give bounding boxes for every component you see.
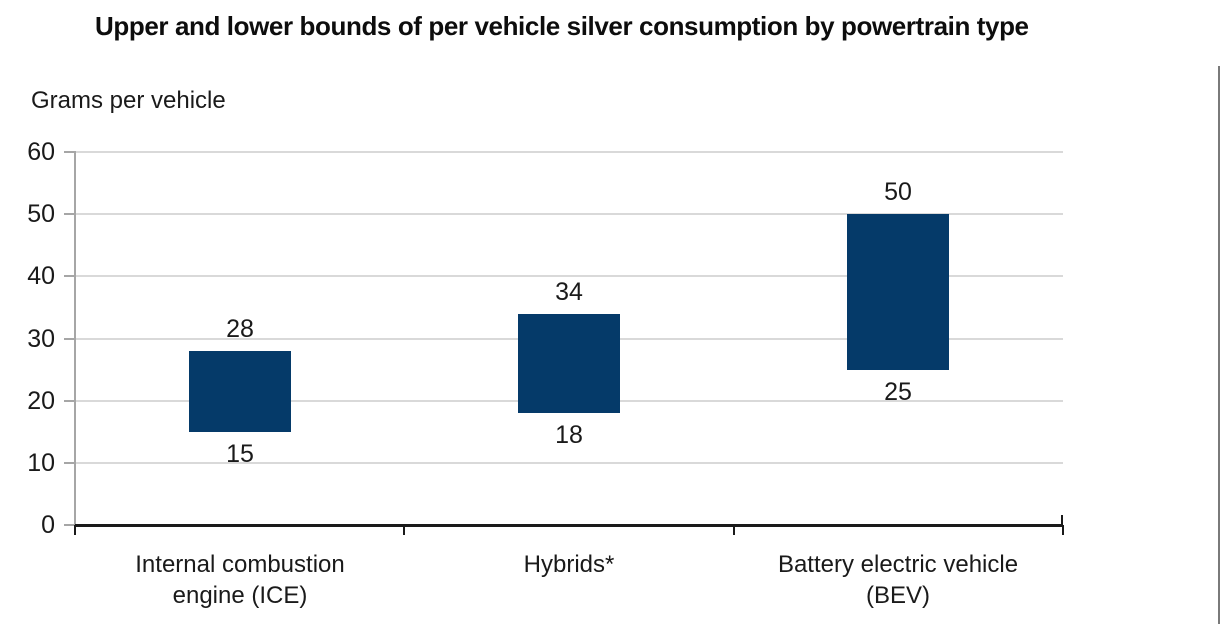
- y-axis-tick-60: [64, 151, 76, 153]
- y-tick-label-20: 20: [27, 387, 55, 415]
- bar-lower-value-1: 15: [226, 440, 254, 468]
- range-bar-1: [189, 351, 291, 432]
- y-axis-tick-50: [64, 213, 76, 215]
- y-tick-label-60: 60: [27, 138, 55, 166]
- y-tick-label-10: 10: [27, 449, 55, 477]
- x-axis-tick-0: [74, 525, 76, 535]
- y-axis-tick-0: [64, 524, 76, 526]
- y-axis-tick-20: [64, 400, 76, 402]
- bar-lower-value-3: 25: [884, 378, 912, 406]
- x-axis-tick-1: [403, 525, 405, 535]
- range-bar-2: [518, 314, 620, 413]
- bar-lower-value-2: 18: [555, 421, 583, 449]
- y-axis-title: Grams per vehicle: [31, 87, 226, 114]
- y-tick-label-50: 50: [27, 200, 55, 228]
- page-border-line: [1218, 66, 1220, 624]
- gridline-y40: [75, 275, 1063, 277]
- category-label-1: Internal combustion engine (ICE): [135, 551, 345, 609]
- x-axis-tick-2: [733, 525, 735, 535]
- bar-upper-value-2: 34: [555, 278, 583, 306]
- y-tick-label-30: 30: [27, 325, 55, 353]
- category-label-2: Hybrids*: [523, 551, 615, 578]
- chart-title: Upper and lower bounds of per vehicle si…: [95, 11, 1029, 41]
- bar-upper-value-3: 50: [884, 178, 912, 206]
- gridline-y10: [75, 462, 1063, 464]
- y-axis-tick-40: [64, 275, 76, 277]
- x-axis-line: [75, 524, 1063, 527]
- range-bar-3: [847, 214, 949, 370]
- bar-upper-value-1: 28: [226, 315, 254, 343]
- gridline-y50: [75, 213, 1063, 215]
- y-axis-line: [74, 152, 76, 535]
- y-axis-tick-30: [64, 338, 76, 340]
- category-label-3: Battery electric vehicle (BEV): [777, 551, 1019, 609]
- y-axis-tick-10: [64, 462, 76, 464]
- gridline-y60: [75, 151, 1063, 153]
- x-axis-tick-3: [1062, 525, 1064, 535]
- y-tick-label-40: 40: [27, 262, 55, 290]
- x-axis-end-tick: [1061, 515, 1063, 525]
- y-tick-label-0: 0: [41, 511, 55, 539]
